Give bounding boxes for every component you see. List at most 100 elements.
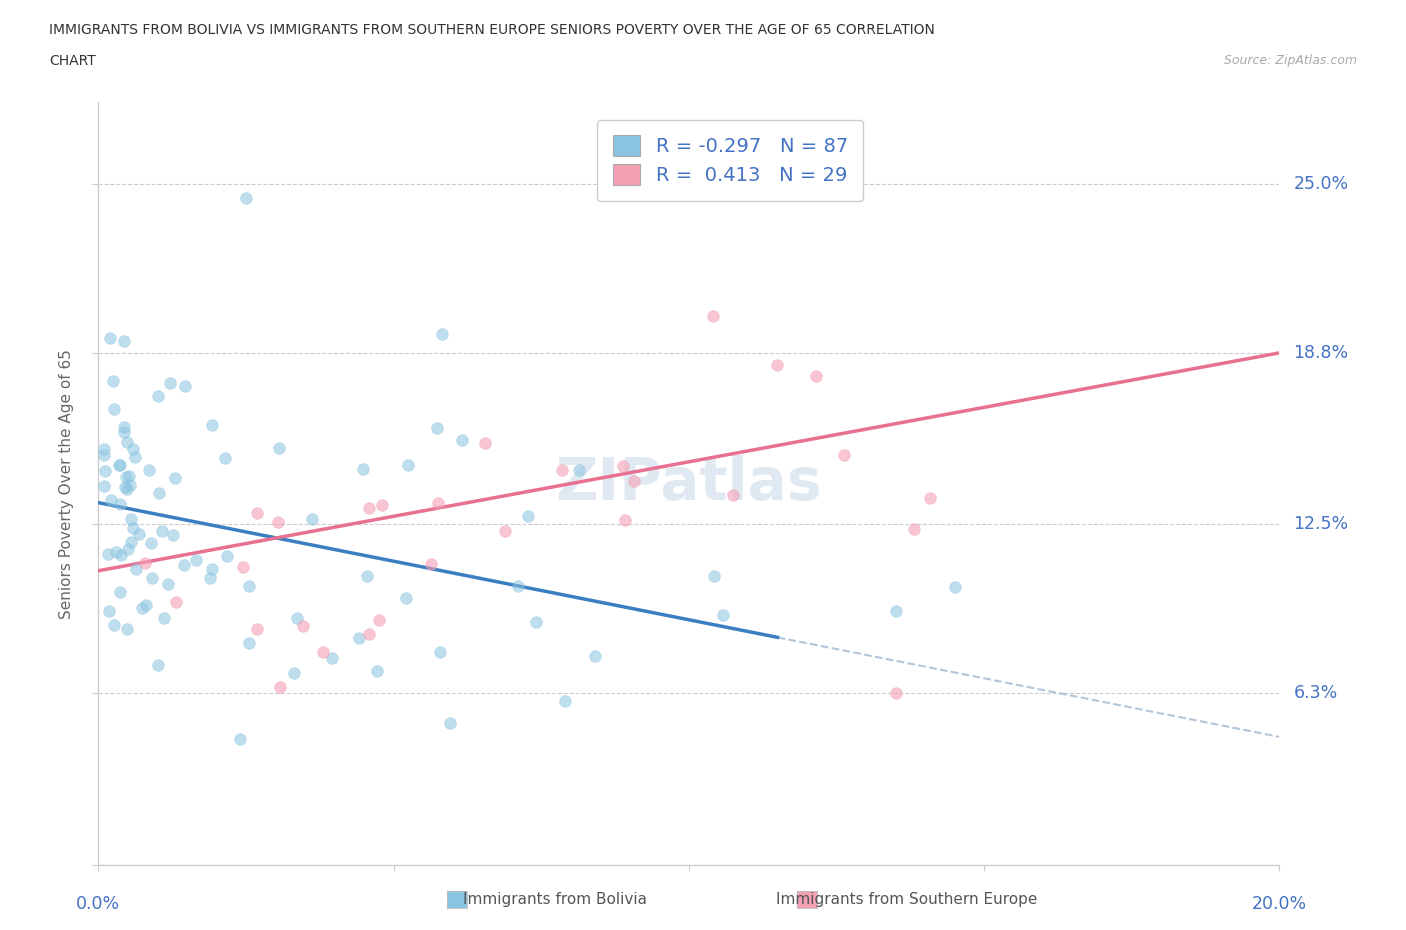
Point (551, 463, 574, 478)
Point (269, 679, 291, 694)
Point (506, 578, 529, 593)
Point (115, 435, 138, 450)
Point (246, 622, 269, 637)
Point (94, 463, 117, 478)
Text: Immigrants from Bolivia: Immigrants from Bolivia (464, 892, 647, 907)
Point (131, 600, 153, 615)
Point (285, 611, 308, 626)
Point (108, 458, 131, 472)
Text: 25.0%: 25.0% (1294, 175, 1348, 193)
Text: Immigrants from Southern Europe: Immigrants from Southern Europe (776, 892, 1038, 907)
Point (124, 449, 146, 464)
Point (702, 309, 724, 324)
Point (117, 541, 139, 556)
Point (153, 611, 176, 626)
Point (146, 658, 169, 672)
Point (122, 442, 145, 457)
Point (396, 458, 419, 472)
Point (623, 473, 645, 488)
Point (432, 327, 454, 342)
Point (366, 663, 388, 678)
Point (114, 470, 136, 485)
Point (128, 526, 150, 541)
Point (884, 686, 907, 701)
Point (292, 618, 315, 633)
Point (357, 500, 380, 515)
Point (103, 618, 125, 632)
Point (516, 509, 538, 524)
Point (120, 512, 142, 526)
Point (903, 522, 925, 537)
Point (100, 492, 122, 507)
Point (110, 458, 132, 472)
Point (105, 545, 128, 560)
Point (419, 557, 441, 572)
Text: ZIPatlas: ZIPatlas (555, 455, 823, 512)
Point (117, 482, 139, 497)
Point (159, 376, 181, 391)
Point (721, 487, 744, 502)
Point (238, 635, 260, 650)
Point (138, 463, 160, 478)
Point (150, 524, 173, 538)
Point (173, 379, 195, 393)
Point (165, 471, 187, 485)
Point (312, 645, 335, 660)
Point (156, 577, 179, 591)
Point (703, 568, 725, 583)
Text: 6.3%: 6.3% (1294, 684, 1337, 702)
Point (110, 548, 132, 563)
Y-axis label: Seniors Poverty Over the Age of 65: Seniors Poverty Over the Age of 65 (59, 349, 75, 618)
Point (148, 485, 170, 500)
Point (235, 191, 257, 206)
Point (120, 477, 142, 492)
Point (112, 334, 135, 349)
Point (165, 595, 187, 610)
Point (439, 715, 461, 730)
Point (135, 597, 157, 612)
Point (98, 330, 121, 345)
Point (283, 666, 305, 681)
Point (321, 651, 343, 666)
Point (246, 505, 269, 520)
Point (359, 626, 381, 641)
Point (93, 479, 115, 494)
Point (711, 607, 734, 622)
Point (93, 447, 115, 462)
Point (215, 549, 238, 564)
Text: CHART: CHART (49, 54, 96, 68)
Point (229, 732, 252, 747)
Point (162, 527, 184, 542)
Point (554, 693, 576, 708)
Point (451, 432, 474, 447)
Point (139, 536, 162, 551)
Point (214, 451, 236, 466)
Point (371, 498, 394, 512)
Point (524, 615, 547, 630)
Point (429, 644, 451, 659)
Point (238, 578, 260, 593)
Text: 0.0%: 0.0% (76, 896, 121, 913)
Point (943, 579, 966, 594)
Point (141, 570, 163, 585)
Point (395, 591, 418, 605)
Text: Source: ZipAtlas.com: Source: ZipAtlas.com (1223, 54, 1357, 67)
Point (613, 512, 636, 527)
Point (368, 613, 391, 628)
Point (494, 524, 516, 538)
Point (200, 571, 222, 586)
Point (301, 512, 323, 526)
Point (232, 560, 254, 575)
Point (120, 535, 142, 550)
Point (832, 448, 855, 463)
Point (201, 417, 224, 432)
Point (766, 357, 789, 372)
Point (103, 402, 125, 417)
Point (98, 604, 121, 618)
Point (173, 557, 195, 572)
Point (134, 556, 156, 571)
Point (918, 491, 941, 506)
Point (114, 480, 136, 495)
Point (347, 631, 370, 645)
Point (186, 552, 208, 567)
